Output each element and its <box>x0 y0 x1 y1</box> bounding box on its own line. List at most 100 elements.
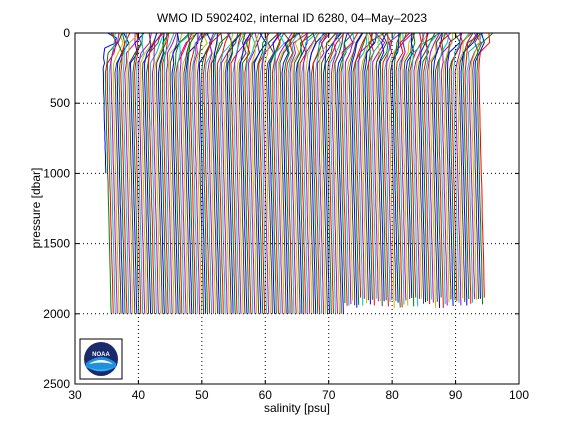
profile-line <box>134 33 142 314</box>
profile-line <box>185 32 199 314</box>
profile-line <box>458 32 474 302</box>
profile-line <box>195 32 208 314</box>
x-tick-label: 40 <box>132 388 146 402</box>
profile-line <box>234 32 251 314</box>
profile-line <box>387 32 402 309</box>
profile-line <box>389 32 407 302</box>
y-tick-label: 2000 <box>43 307 70 321</box>
profile-line <box>425 32 439 300</box>
profile-line <box>271 32 281 314</box>
profile-line <box>187 32 198 314</box>
x-tick-label: 50 <box>195 388 209 402</box>
logo-gull <box>89 360 113 364</box>
profile-line <box>161 32 170 314</box>
x-tick-label: 90 <box>449 388 463 402</box>
profile-line <box>444 32 463 300</box>
profile-line <box>267 32 282 314</box>
profile-line <box>409 32 422 298</box>
profile-line <box>283 32 298 314</box>
profile-line <box>250 32 260 314</box>
profile-line <box>155 32 168 314</box>
profile-line <box>275 32 293 314</box>
profile-line <box>214 32 232 314</box>
profile-line <box>334 32 344 314</box>
profile-line <box>452 32 470 303</box>
profile-line <box>478 32 491 298</box>
profile-line <box>197 32 206 314</box>
profile-line <box>167 32 183 314</box>
profile-line <box>366 32 385 300</box>
profile-line <box>163 32 175 314</box>
profile-line <box>383 32 396 302</box>
profile-line <box>285 32 296 314</box>
profile-line <box>311 32 328 314</box>
profile-line <box>289 32 309 314</box>
profile-line <box>308 32 326 314</box>
profile-line <box>329 32 341 314</box>
grid-layer <box>75 33 519 384</box>
profile-line <box>222 32 234 314</box>
profile-line <box>437 32 452 308</box>
profile-line <box>460 32 479 306</box>
profile-line <box>295 32 308 314</box>
profile-line <box>379 32 389 301</box>
profile-line <box>427 32 441 303</box>
profile-line <box>331 32 339 314</box>
x-tick-label: 80 <box>385 388 399 402</box>
profile-line <box>159 32 170 314</box>
profile-line <box>403 32 416 299</box>
profile-line <box>141 32 152 314</box>
profile-line <box>356 32 368 306</box>
profile-line <box>472 32 481 299</box>
profile-line <box>281 32 301 314</box>
profile-line <box>462 32 478 299</box>
x-tick-label: 100 <box>509 388 529 402</box>
y-tick-label: 2500 <box>43 377 70 391</box>
profile-line <box>381 32 393 307</box>
profile-line <box>417 32 436 304</box>
profile-line <box>203 32 222 314</box>
logo-lower-wave <box>88 367 114 371</box>
profile-line <box>323 32 342 314</box>
profile-line <box>411 32 425 307</box>
profile-line <box>470 32 481 300</box>
profile-line <box>102 32 117 174</box>
profile-line <box>299 32 309 314</box>
profile-line <box>360 32 370 304</box>
profile-line <box>464 32 484 304</box>
profile-line <box>147 32 164 314</box>
x-tick-label: 70 <box>322 388 336 402</box>
y-tick-labels: 0 500 1000 1500 2000 2500 <box>43 26 70 391</box>
profile-line <box>368 32 375 306</box>
profile-line <box>376 32 388 307</box>
profile-line <box>273 32 285 314</box>
profile-line <box>193 32 203 314</box>
profile-line <box>314 32 324 314</box>
profile-line <box>181 32 194 314</box>
noaa-logo: NOAA <box>79 338 123 380</box>
profile-line <box>401 32 414 306</box>
profile-line <box>423 32 431 305</box>
profile-line <box>241 32 254 314</box>
x-axis-label: salinity [psu] <box>264 401 330 415</box>
profile-line <box>374 32 382 302</box>
profile-line <box>230 32 242 314</box>
profile-line <box>179 32 198 314</box>
y-tick-label: 1500 <box>43 237 70 251</box>
profile-line <box>448 32 461 301</box>
profile-line <box>407 32 416 307</box>
profile-line <box>110 32 120 314</box>
profile-line <box>246 32 256 314</box>
profile-line <box>405 32 415 298</box>
profile-line <box>169 32 179 314</box>
profile-line <box>265 32 280 314</box>
profile-line <box>307 32 317 314</box>
profile-line <box>354 32 368 298</box>
profile-line <box>340 32 359 306</box>
plot-frame <box>74 32 520 385</box>
profile-line <box>338 32 354 304</box>
profile-line <box>303 32 320 314</box>
profile-line <box>413 32 425 299</box>
